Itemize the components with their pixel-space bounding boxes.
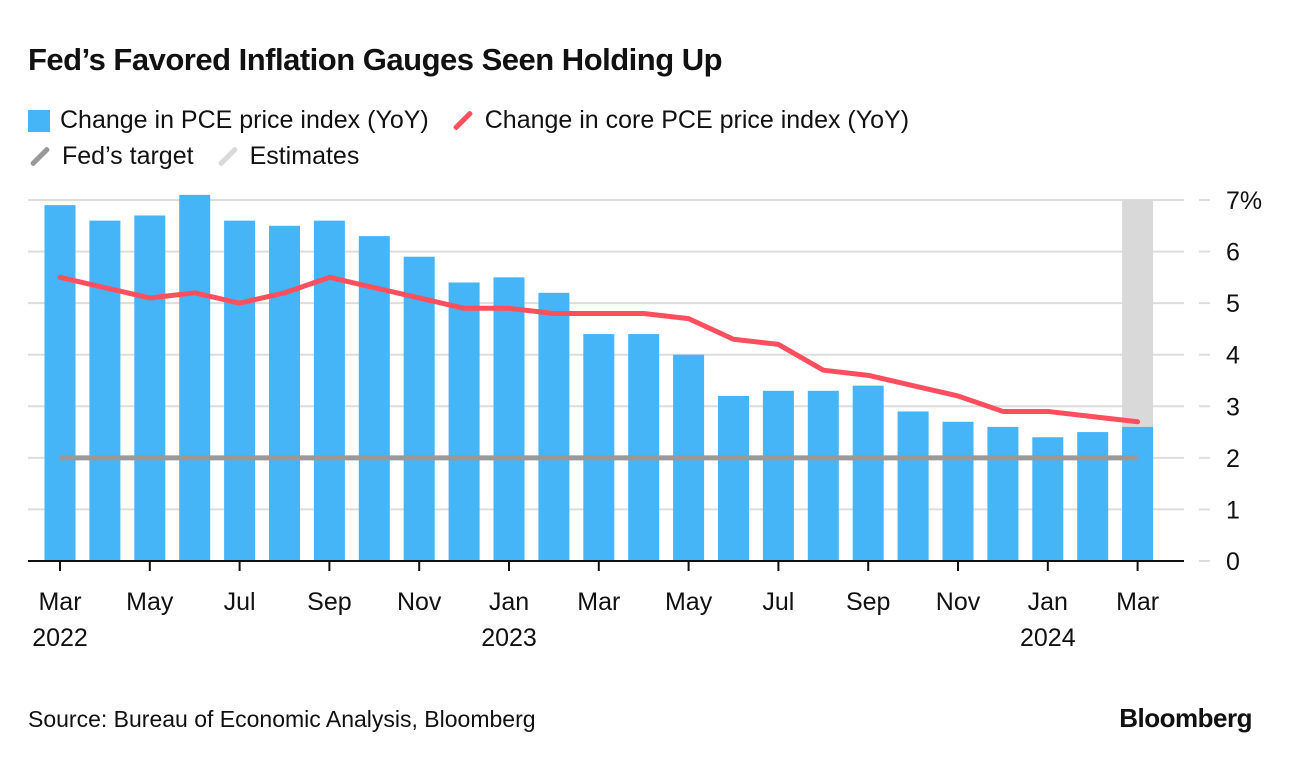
y-tick-label: 5 bbox=[1226, 290, 1240, 318]
chart-title: Fed’s Favored Inflation Gauges Seen Hold… bbox=[28, 42, 723, 77]
bar-pce-2022-06 bbox=[179, 194, 211, 562]
legend-label: Change in PCE price index (YoY) bbox=[60, 106, 429, 134]
x-tick-label: Sep bbox=[307, 588, 351, 616]
x-tick-year-label: 2022 bbox=[32, 624, 88, 652]
bar-pce-2022-11 bbox=[403, 256, 435, 561]
bar-pce-2022-09 bbox=[313, 220, 345, 561]
legend-item-core-pce: Change in core PCE price index (YoY) bbox=[451, 106, 909, 135]
y-tick-label: 4 bbox=[1226, 342, 1240, 370]
legend-item-fed-target: Fed’s target bbox=[28, 142, 194, 171]
bar-pce-2022-07 bbox=[224, 220, 256, 561]
x-tick-label: May bbox=[665, 588, 713, 616]
x-tick-label: Jan bbox=[489, 588, 529, 616]
bar-pce-2022-05 bbox=[134, 215, 166, 561]
bar-pce-2023-06 bbox=[718, 395, 749, 561]
legend-label: Fed’s target bbox=[62, 142, 194, 170]
bar-pce-2023-10 bbox=[897, 411, 929, 561]
legend-label: Change in core PCE price index (YoY) bbox=[484, 106, 910, 134]
bar-pce-2023-02 bbox=[538, 292, 570, 561]
bar-pce-2023-09 bbox=[852, 385, 884, 561]
legend-swatch-box bbox=[28, 109, 50, 132]
bar-pce-2023-12 bbox=[987, 426, 1019, 561]
bar-pce-2022-12 bbox=[448, 282, 480, 561]
y-tick-label: 6 bbox=[1226, 239, 1240, 267]
legend-item-estimates: Estimates bbox=[216, 142, 360, 171]
bar-pce-2023-03 bbox=[583, 334, 615, 561]
y-tick-label: 1 bbox=[1226, 496, 1240, 524]
bar-pce-2023-11 bbox=[942, 421, 974, 561]
bar-pce-2022-04 bbox=[89, 220, 121, 561]
bar-pce-2024-03 bbox=[1122, 426, 1154, 561]
x-tick-label: Jul bbox=[224, 588, 256, 616]
estimates-band bbox=[1122, 200, 1154, 427]
x-tick-label: May bbox=[126, 588, 174, 616]
legend-row-1: Change in PCE price index (YoY) Change i… bbox=[28, 106, 923, 135]
legend-row-2: Fed’s target Estimates bbox=[28, 142, 373, 171]
bloomberg-logo: Bloomberg bbox=[1119, 703, 1252, 733]
legend-item-pce: Change in PCE price index (YoY) bbox=[28, 106, 429, 135]
x-tick-year-label: 2024 bbox=[1020, 624, 1076, 652]
source-note: Source: Bureau of Economic Analysis, Blo… bbox=[28, 706, 536, 732]
bar-pce-2022-08 bbox=[269, 225, 300, 562]
x-tick-label: Mar bbox=[577, 588, 620, 616]
x-tick-label: Mar bbox=[38, 588, 81, 616]
bar-pce-2024-02 bbox=[1077, 432, 1109, 561]
x-tick-label: Sep bbox=[846, 588, 890, 616]
bar-pce-2023-07 bbox=[762, 390, 794, 561]
x-tick-label: Nov bbox=[936, 588, 981, 616]
x-tick-year-label: 2023 bbox=[481, 624, 537, 652]
y-tick-label: 7% bbox=[1226, 187, 1262, 215]
y-tick-label: 0 bbox=[1226, 548, 1240, 576]
bar-pce-2022-03 bbox=[44, 205, 76, 561]
bar-pce-2023-08 bbox=[807, 390, 839, 561]
y-tick-label: 3 bbox=[1226, 393, 1240, 421]
bar-pce-2023-01 bbox=[493, 277, 525, 561]
legend-label: Estimates bbox=[249, 142, 360, 170]
x-tick-label: Jan bbox=[1028, 588, 1068, 616]
x-tick-label: Mar bbox=[1116, 588, 1159, 616]
core-pce-line bbox=[57, 274, 1141, 425]
y-tick-label: 2 bbox=[1226, 445, 1240, 473]
x-tick-label: Nov bbox=[397, 588, 442, 616]
bar-pce-2023-04 bbox=[628, 334, 660, 561]
x-tick-label: Jul bbox=[762, 588, 794, 616]
